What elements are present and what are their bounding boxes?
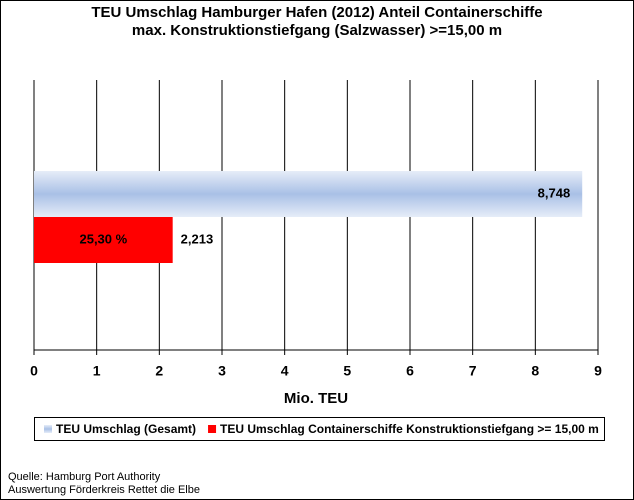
source: Quelle: Hamburg Port Authority (8, 471, 161, 483)
chart-title: TEU Umschlag Hamburger Hafen (2012) Ante… (91, 4, 542, 21)
chart-title: max. Konstruktionstiefgang (Salzwasser) … (132, 22, 502, 39)
x-tick-label: 7 (469, 363, 477, 379)
bar (34, 217, 173, 263)
data-label: 2,213 (181, 231, 214, 246)
legend-swatch (44, 425, 52, 433)
legend-swatch (208, 425, 217, 433)
x-tick-label: 9 (594, 363, 602, 379)
annotation: 25,30 % (79, 231, 127, 246)
source: Auswertung Förderkreis Rettet die Elbe (8, 484, 200, 496)
x-tick-label: 2 (155, 363, 163, 379)
x-axis-label: Mio. TEU (284, 390, 348, 407)
x-tick-label: 1 (93, 363, 101, 379)
x-tick-label: 8 (531, 363, 539, 379)
data-label: 8,748 (538, 185, 571, 200)
legend-label: TEU Umschlag Containerschiffe Konstrukti… (220, 422, 599, 436)
x-tick-label: 4 (281, 363, 289, 379)
x-tick-label: 6 (406, 363, 414, 379)
legend-label: TEU Umschlag (Gesamt) (56, 422, 196, 436)
x-tick-label: 0 (30, 363, 38, 379)
x-tick-label: 5 (343, 363, 351, 379)
bar (34, 171, 583, 217)
x-tick-label: 3 (218, 363, 226, 379)
legend (34, 417, 605, 441)
